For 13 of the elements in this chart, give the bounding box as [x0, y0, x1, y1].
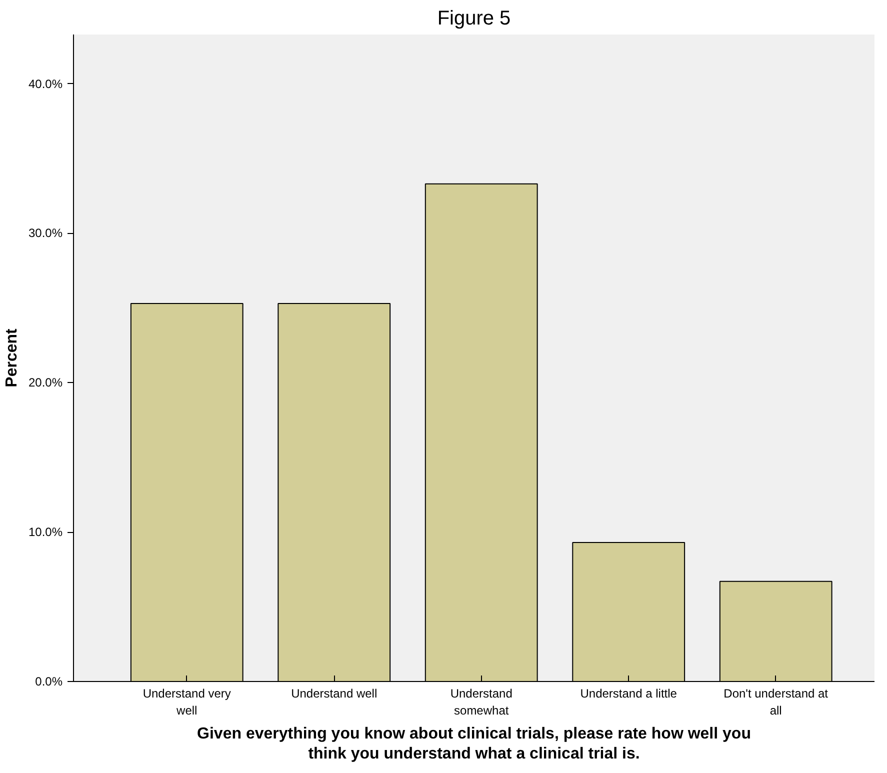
y-tick-label: 0.0%	[35, 674, 63, 688]
x-tick-label: Understand very well	[142, 686, 231, 718]
y-tick-label: 30.0%	[28, 226, 63, 240]
chart-title: Figure 5	[437, 8, 511, 30]
x-axis-title: Given everything you know about clinical trials, please rate how well you think you understand what a clinical trial is.	[197, 725, 751, 763]
y-tick-label: 20.0%	[28, 376, 63, 390]
x-tick-label: Understand somewhat	[450, 686, 512, 718]
y-tick-label: 40.0%	[28, 76, 63, 91]
y-axis-title: Percent	[3, 328, 20, 388]
x-tick-label: Don't understand at all	[724, 686, 829, 718]
y-tick-label: 10.0%	[28, 525, 63, 540]
x-tick-label: Understand well	[291, 686, 378, 700]
x-tick-label: Understand a little	[580, 686, 678, 700]
